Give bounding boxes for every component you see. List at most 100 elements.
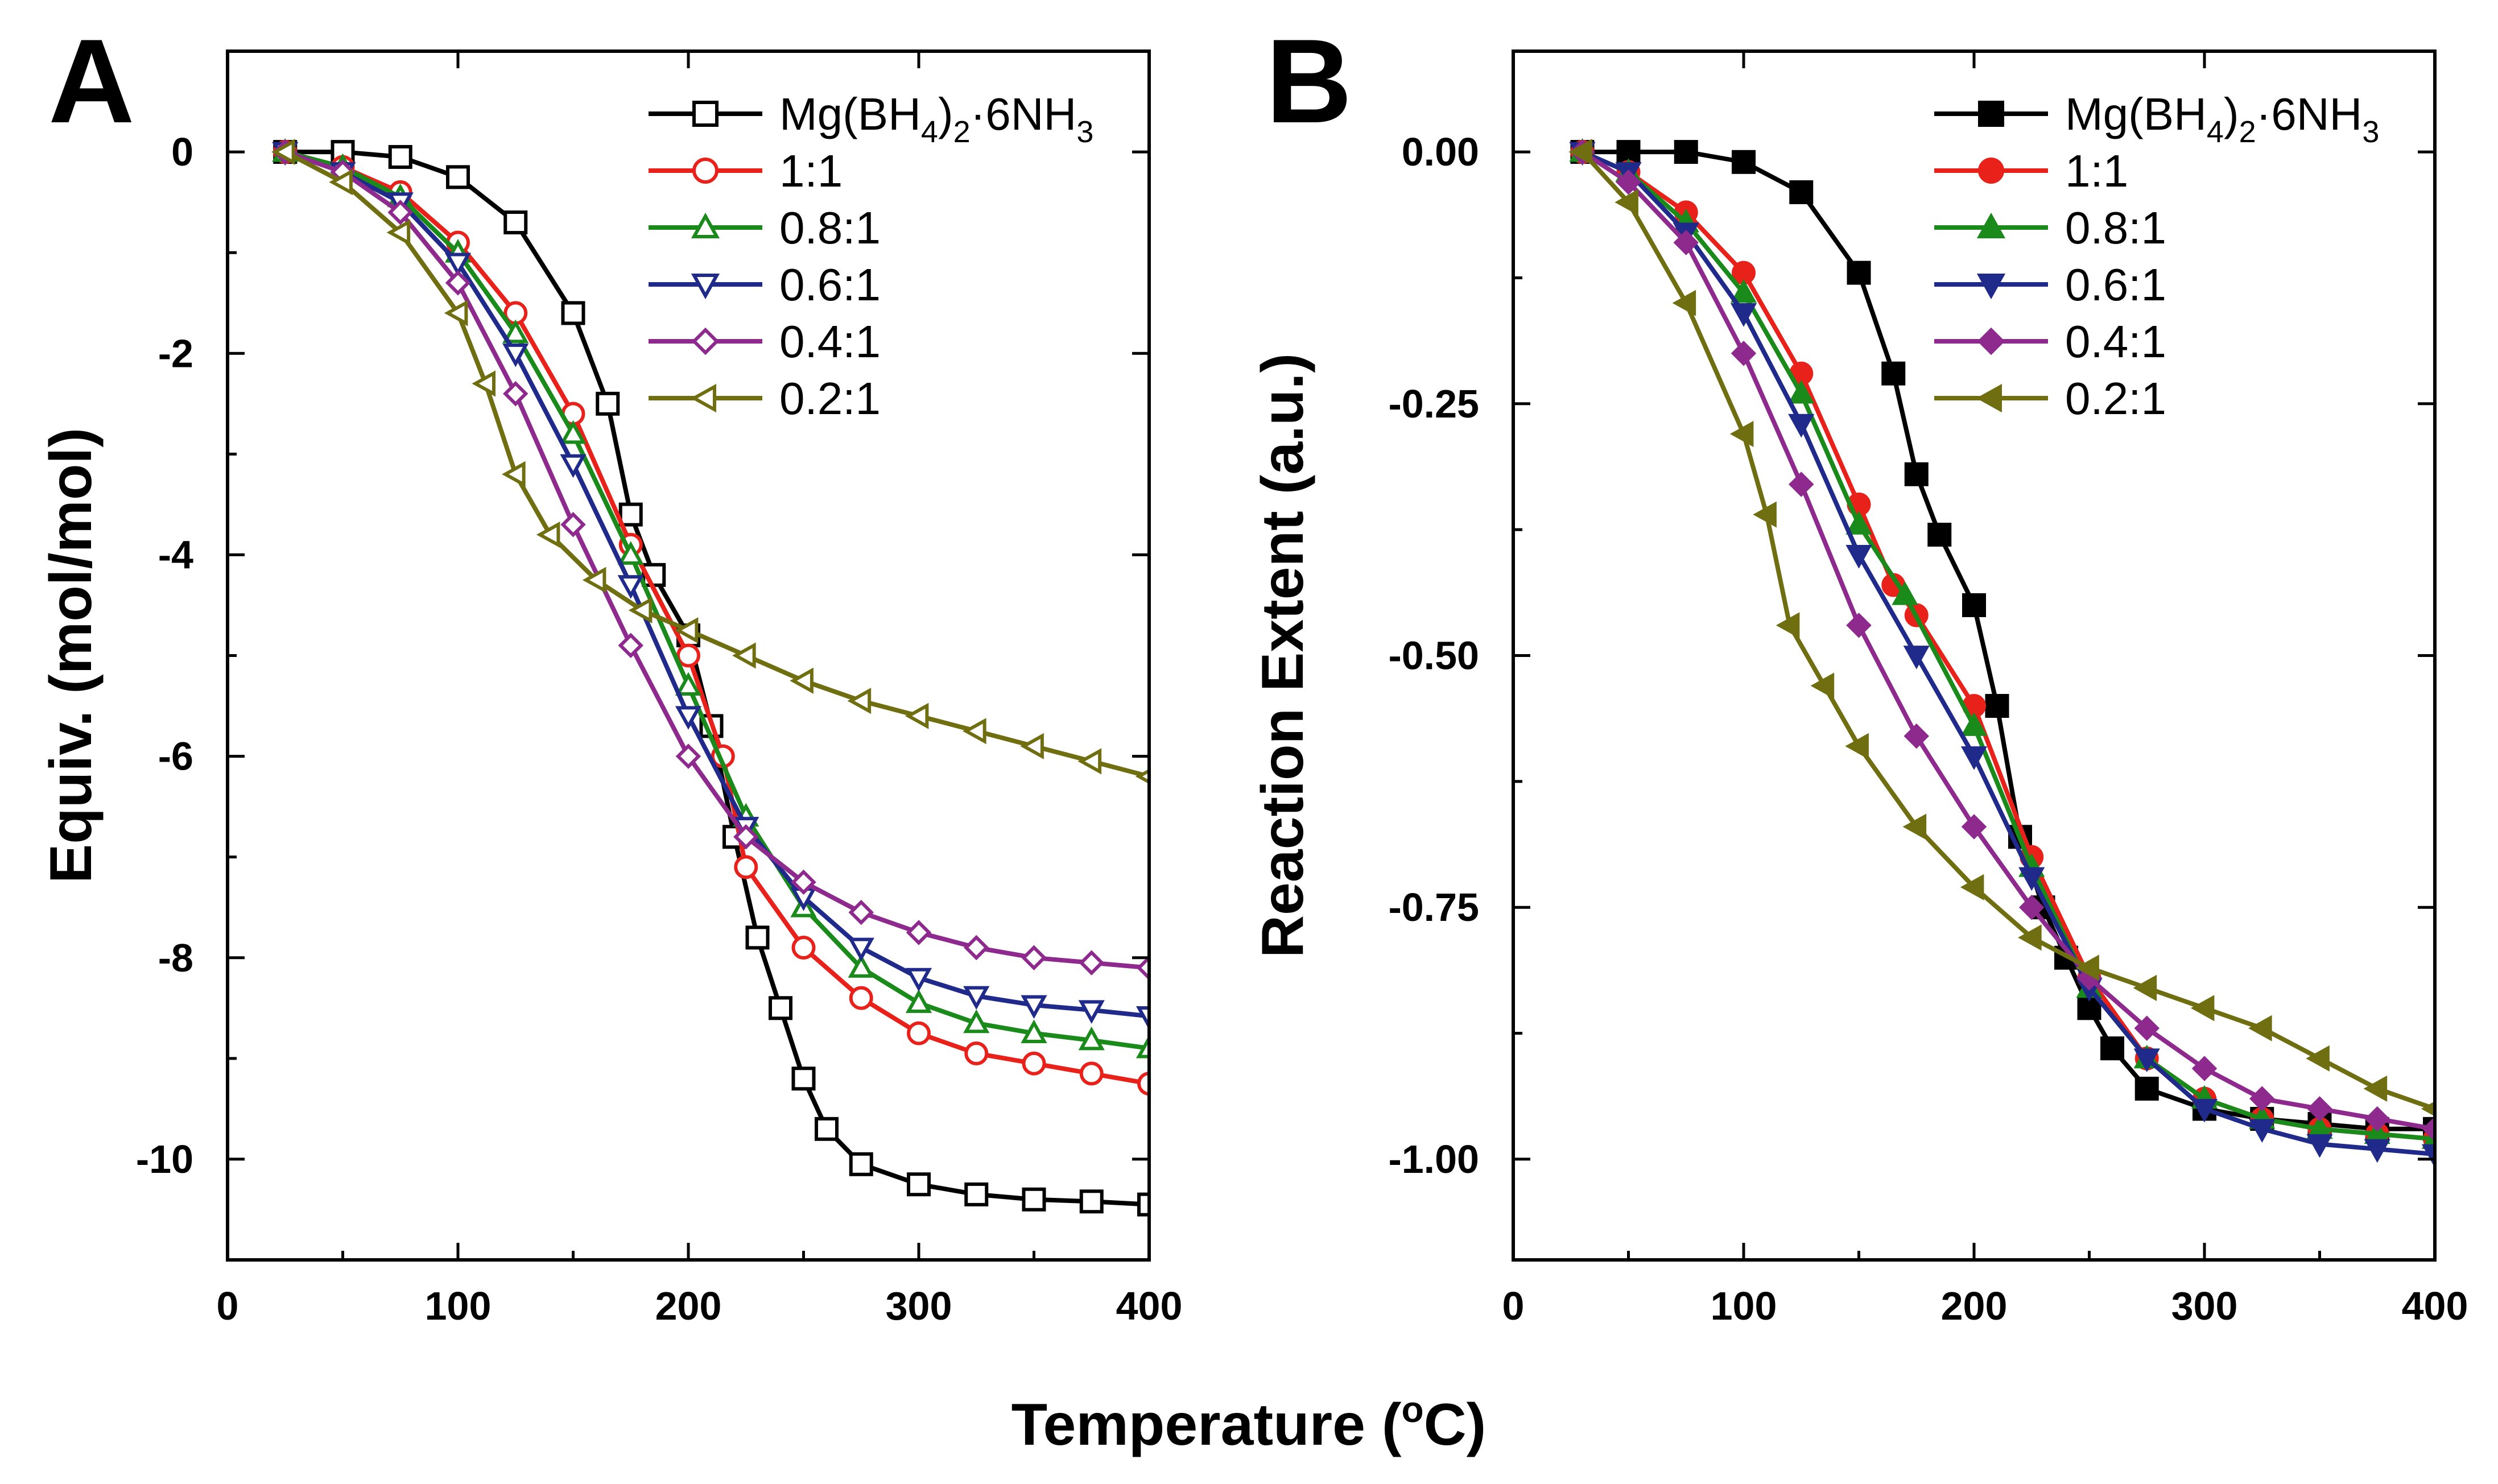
data-point [1788, 379, 1815, 404]
data-point [1788, 414, 1815, 438]
data-point [444, 253, 472, 277]
x-tick-label: 400 [2402, 1284, 2468, 1328]
legend-marker [1978, 158, 2004, 184]
legend-entry: 0.6:1 [649, 259, 881, 310]
data-point [905, 968, 932, 992]
data-point [472, 370, 496, 397]
legend-label: 1:1 [2065, 146, 2128, 196]
data-point [1615, 189, 1638, 216]
series-group [1568, 138, 2435, 1168]
data-point [1020, 733, 1044, 759]
y-tick-label: -10 [136, 1137, 193, 1181]
data-point [1927, 523, 1952, 547]
legend-label: 0.2:1 [2065, 373, 2166, 424]
data-point [2421, 1144, 2435, 1168]
data-point [1789, 180, 1814, 204]
data-point [1078, 1000, 1105, 1024]
data-point [503, 210, 528, 235]
data-point [2100, 1036, 2124, 1061]
legend-marker [690, 383, 716, 413]
data-point [675, 672, 702, 696]
series-line [284, 150, 1149, 970]
data-point [1810, 672, 1835, 699]
data-point [1730, 279, 1757, 303]
series-0.2:1 [1568, 138, 2435, 1117]
data-point [791, 1067, 816, 1091]
data-point [1985, 694, 2009, 718]
data-point [2306, 1045, 2330, 1072]
panel-label: B [1266, 14, 1352, 148]
data-point [561, 301, 585, 325]
data-point [1137, 1192, 1149, 1217]
data-point [907, 1172, 931, 1197]
data-point [617, 575, 644, 599]
data-point [849, 986, 873, 1010]
data-point [1881, 361, 1906, 386]
data-point [1960, 746, 1988, 770]
data-point [386, 219, 411, 246]
data-point [445, 270, 471, 296]
legend-label: 0.4:1 [2065, 316, 2166, 367]
data-point [1845, 511, 1872, 535]
y-tick-label: -0.25 [1388, 382, 1479, 426]
data-point [1079, 950, 1104, 975]
data-point [502, 461, 526, 487]
data-point [271, 138, 295, 166]
data-point [1568, 138, 1592, 166]
data-point [1731, 341, 1757, 366]
data-point [2018, 867, 2045, 891]
data-point [790, 667, 814, 694]
data-point [1729, 420, 1754, 448]
legend-entry: 0.2:1 [649, 373, 881, 424]
data-point [1136, 1034, 1149, 1059]
x-tick-label: 100 [1711, 1284, 1777, 1328]
legend-text-part: ) [938, 89, 953, 139]
data-point [734, 855, 758, 879]
data-point [1672, 290, 1696, 316]
y-tick-label: -2 [158, 331, 193, 375]
data-point [2249, 1119, 2276, 1143]
data-point [2306, 1134, 2333, 1158]
data-point [791, 869, 816, 895]
data-point [2421, 1125, 2435, 1149]
legend-subscript: 3 [2362, 115, 2379, 149]
data-point [387, 200, 413, 225]
data-point [1789, 472, 1814, 497]
y-tick-label: -4 [158, 532, 193, 577]
legend-label: 1:1 [779, 146, 843, 196]
y-tick-label: 0.00 [1402, 130, 1479, 174]
legend-marker [1976, 212, 2006, 238]
data-point [503, 381, 528, 407]
data-point [905, 702, 929, 729]
legend-entry: Mg(BH4)2·6NH3 [1934, 89, 2379, 149]
legend-marker [1976, 274, 2006, 300]
data-point [964, 935, 989, 961]
legend-marker [1977, 327, 2005, 356]
data-point [1077, 748, 1102, 775]
data-point [849, 1152, 873, 1176]
series-line [1581, 150, 2435, 1131]
legend-label: 0.8:1 [779, 202, 881, 253]
y-tick-label: -0.50 [1388, 634, 1479, 678]
series-line [284, 150, 1149, 1019]
data-point [675, 743, 701, 769]
x-tick-label: 300 [886, 1284, 952, 1328]
data-point [1961, 814, 1987, 840]
data-point [848, 954, 874, 978]
legend-marker [692, 158, 719, 184]
legend-marker [1978, 101, 2004, 127]
data-point [1846, 613, 1872, 638]
data-point [2190, 995, 2215, 1022]
data-point [675, 706, 702, 730]
legend-text-part: Mg(BH [2065, 89, 2207, 139]
series-line [1582, 150, 2435, 1131]
data-point [1847, 261, 1871, 285]
data-point [618, 633, 643, 659]
data-point [732, 642, 756, 669]
x-tick-label: 100 [425, 1284, 492, 1328]
legend-label: 0.2:1 [779, 373, 881, 424]
legend-subscript: 4 [921, 115, 938, 149]
legend-text-part: ) [2224, 89, 2239, 139]
data-point [560, 512, 586, 538]
